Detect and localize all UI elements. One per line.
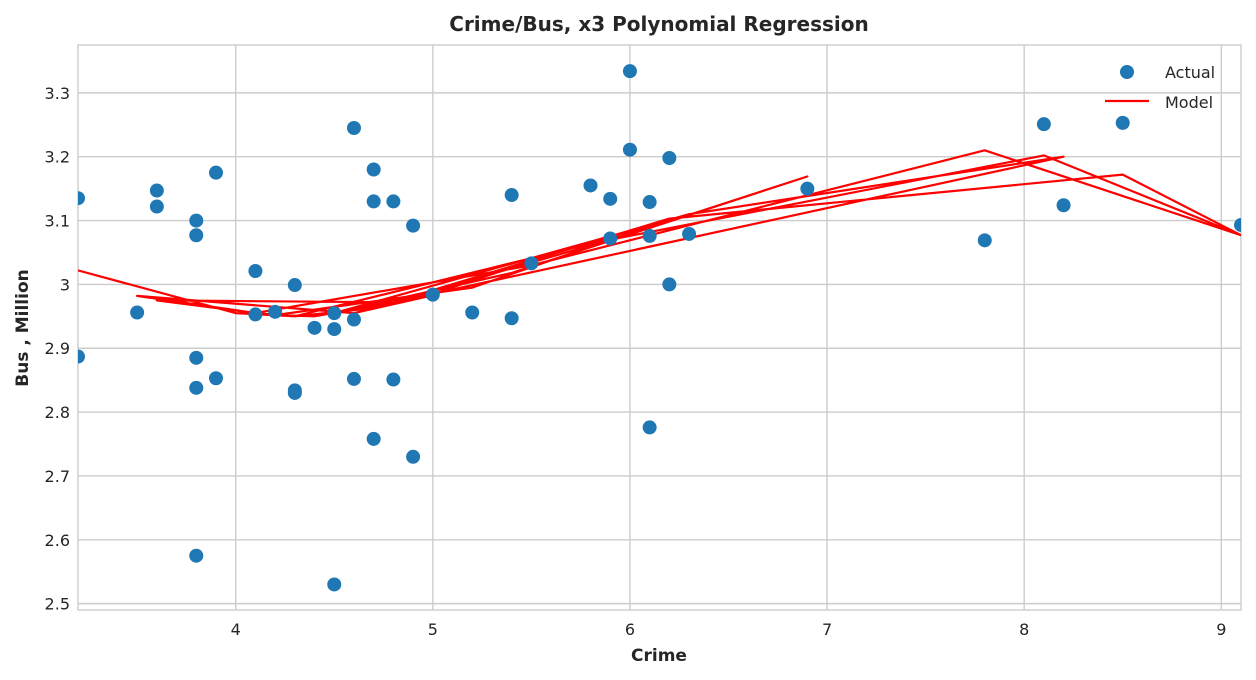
actual-point bbox=[662, 151, 677, 165]
actual-point bbox=[642, 228, 657, 243]
legend-actual-label: Actual bbox=[1165, 63, 1215, 82]
actual-point bbox=[346, 312, 361, 327]
actual-point bbox=[327, 306, 342, 321]
x-tick-label: 7 bbox=[822, 620, 832, 639]
x-tick-labels: 4 5 6 7 8 9 bbox=[231, 620, 1227, 639]
actual-point bbox=[149, 199, 164, 214]
actual-point bbox=[682, 226, 697, 241]
actual-point bbox=[149, 183, 164, 198]
actual-point bbox=[425, 287, 440, 302]
actual-point bbox=[603, 191, 618, 206]
actual-point bbox=[346, 371, 361, 386]
actual-point bbox=[189, 548, 204, 563]
actual-point bbox=[189, 213, 204, 228]
actual-point bbox=[287, 278, 302, 293]
x-axis-label: Crime bbox=[631, 646, 687, 666]
y-tick-label: 3 bbox=[60, 275, 70, 294]
actual-point bbox=[130, 305, 145, 320]
actual-point bbox=[1036, 117, 1051, 132]
actual-point bbox=[504, 188, 519, 203]
actual-point bbox=[366, 194, 381, 209]
actual-point bbox=[307, 320, 322, 335]
actual-point bbox=[977, 233, 992, 248]
y-tick-label: 3.1 bbox=[45, 212, 70, 231]
actual-point bbox=[78, 349, 85, 364]
actual-point bbox=[1234, 218, 1241, 233]
actual-point bbox=[800, 181, 815, 196]
y-tick-labels: 2.5 2.6 2.7 2.8 2.9 3 3.1 3.2 3.3 bbox=[45, 84, 70, 614]
y-tick-label: 2.6 bbox=[45, 531, 70, 550]
actual-point bbox=[662, 277, 677, 292]
actual-point bbox=[465, 305, 480, 320]
y-tick-label: 3.3 bbox=[45, 84, 70, 103]
x-tick-label: 9 bbox=[1216, 620, 1226, 639]
chart-title: Crime/Bus, x3 Polynomial Regression bbox=[449, 12, 868, 36]
actual-point bbox=[603, 231, 618, 246]
actual-point bbox=[189, 228, 204, 243]
actual-point bbox=[1056, 198, 1071, 213]
actual-point bbox=[287, 385, 302, 400]
actual-point bbox=[386, 194, 401, 209]
actual-point bbox=[1115, 115, 1130, 130]
y-tick-label: 3.2 bbox=[45, 148, 70, 167]
model-line bbox=[78, 149, 1241, 318]
legend: Actual Model bbox=[1105, 63, 1215, 112]
y-tick-label: 2.8 bbox=[45, 403, 70, 422]
actual-point bbox=[524, 256, 539, 271]
actual-series bbox=[78, 64, 1241, 592]
actual-point bbox=[642, 195, 657, 210]
x-tick-label: 6 bbox=[625, 620, 635, 639]
actual-point bbox=[386, 372, 401, 387]
actual-point bbox=[268, 304, 283, 319]
x-tick-label: 5 bbox=[428, 620, 438, 639]
x-tick-label: 8 bbox=[1019, 620, 1029, 639]
legend-model-label: Model bbox=[1165, 93, 1213, 112]
grid-lines bbox=[78, 45, 1241, 610]
actual-point bbox=[346, 120, 361, 135]
actual-point bbox=[622, 142, 637, 157]
actual-point bbox=[406, 449, 421, 464]
actual-point bbox=[366, 431, 381, 446]
actual-point bbox=[642, 420, 657, 435]
y-tick-label: 2.7 bbox=[45, 467, 70, 486]
actual-point bbox=[78, 191, 85, 206]
y-tick-label: 2.5 bbox=[45, 595, 70, 614]
actual-point bbox=[189, 380, 204, 395]
actual-point bbox=[248, 264, 263, 278]
legend-actual-marker bbox=[1120, 65, 1134, 79]
actual-point bbox=[189, 350, 204, 365]
actual-point bbox=[583, 178, 598, 193]
y-tick-label: 2.9 bbox=[45, 339, 70, 358]
actual-point bbox=[248, 307, 263, 322]
actual-point bbox=[327, 577, 342, 592]
actual-point bbox=[208, 371, 223, 386]
actual-point bbox=[327, 322, 342, 337]
plot-frame bbox=[77, 44, 1242, 611]
actual-point bbox=[406, 218, 421, 233]
y-axis-label: Bus , Million bbox=[13, 269, 33, 386]
actual-point bbox=[504, 311, 519, 326]
model-series bbox=[78, 149, 1241, 318]
actual-point bbox=[366, 162, 381, 177]
actual-point bbox=[622, 64, 637, 79]
x-tick-label: 4 bbox=[231, 620, 241, 639]
actual-point bbox=[208, 165, 223, 180]
